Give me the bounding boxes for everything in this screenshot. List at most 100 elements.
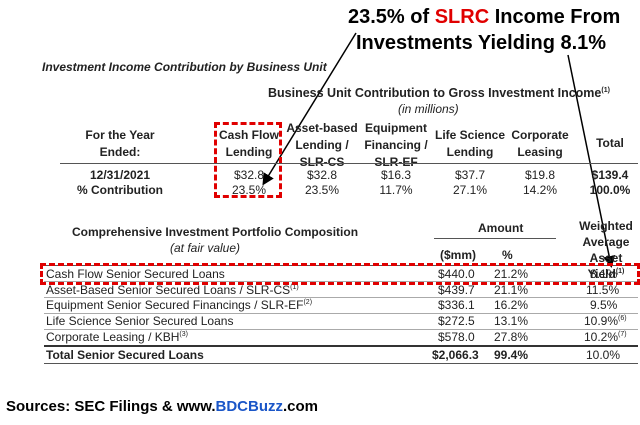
portfolio-row-label-text: Asset-Based Senior Secured Loans / SLR-C…	[46, 283, 291, 297]
total-amount: $2,066.3	[432, 348, 479, 362]
col-header-equipment-l1: Equipment	[365, 121, 427, 135]
col-header-asset-based-l3: SLR-CS	[299, 155, 345, 169]
col-header-equipment: Equipment Financing / SLR-EF	[358, 120, 434, 171]
portfolio-row-label-text: Equipment Senior Secured Financings / SL…	[46, 298, 304, 312]
col-header-corporate-l1: Corporate	[511, 128, 569, 142]
row2-corporate: 14.2%	[522, 183, 558, 197]
col-header-cash-flow: Cash Flow Lending	[214, 127, 284, 161]
col-header-equipment-l2: Financing /	[364, 138, 428, 152]
portfolio-row-pct: 27.8%	[494, 330, 529, 344]
row1-equipment: $16.3	[380, 168, 412, 182]
portfolio-row-yield-text: 10.2%	[584, 330, 619, 344]
row1-label: 12/31/2021	[89, 168, 151, 182]
col-header-total-l1: Total	[596, 136, 624, 150]
section1-title: Investment Income Contribution by Busine…	[42, 60, 327, 74]
row-rule	[44, 313, 638, 314]
col-header-life-science-l2: Lending	[446, 145, 494, 159]
portfolio-row-amount: $336.1	[438, 298, 475, 312]
col-header-life-science-l1: Life Science	[434, 128, 506, 142]
col-header-year: For the Year Ended:	[60, 127, 180, 161]
col-header-mm: ($mm)	[440, 248, 477, 262]
table1-title-sup: (1)	[601, 86, 610, 94]
portfolio-row-sup: (2)	[303, 299, 313, 306]
portfolio-row-yield-text: 8.1%	[590, 267, 618, 281]
col-header-corporate-l2: Leasing	[517, 145, 563, 159]
row2-equipment: 11.7%	[379, 183, 413, 197]
portfolio-row-pct: 21.2%	[494, 267, 529, 281]
col-header-life-science: Life Science Lending	[430, 127, 510, 161]
portfolio-row-pct: 13.1%	[494, 314, 529, 328]
row-rule	[44, 297, 638, 298]
highlight-cash-flow-column	[214, 122, 282, 198]
col-header-cash-flow-l2: Lending	[225, 145, 273, 159]
arrow-to-yield	[567, 54, 616, 268]
portfolio-row-yield: 11.5%	[586, 283, 619, 297]
row2-total: 100.0%	[589, 183, 631, 197]
portfolio-row-amount: $578.0	[438, 330, 475, 344]
portfolio-row-yield-text: 10.9%	[584, 314, 619, 328]
col-header-asset-based: Asset-based Lending / SLR-CS	[284, 120, 360, 171]
row2-cash-flow: 23.5%	[231, 183, 267, 197]
table2-bottom-rule	[44, 363, 638, 364]
total-label: Total Senior Secured Loans	[46, 348, 204, 362]
source-suffix: .com	[282, 398, 318, 415]
headline-line2: Investments Yielding 8.1%	[356, 32, 607, 54]
portfolio-row-yield: 8.1%	[590, 267, 617, 281]
row2-asset-based: 23.5%	[304, 183, 340, 197]
portfolio-row-yield-sup: (6)	[618, 315, 627, 322]
portfolio-row-label-text: Corporate Leasing / KBH	[46, 330, 180, 344]
portfolio-row-label: Equipment Senior Secured Financings / SL…	[46, 298, 312, 312]
portfolio-row-sup: (1)	[290, 284, 299, 291]
row1-corporate: $19.8	[524, 168, 556, 182]
row2-life-science: 27.1%	[452, 183, 488, 197]
row-rule	[44, 281, 638, 282]
portfolio-row-amount: $439.7	[438, 283, 475, 297]
portfolio-row-label-text: Cash Flow Senior Secured Loans	[46, 267, 225, 281]
portfolio-row-label: Corporate Leasing / KBH(3)	[46, 330, 188, 344]
col-header-asset-based-l1: Asset-based	[286, 121, 358, 135]
headline-prefix: 23.5% of	[348, 6, 435, 28]
amount-header: Amount	[478, 221, 524, 235]
row1-cash-flow: $32.8	[233, 168, 265, 182]
portfolio-row-label: Life Science Senior Secured Loans	[46, 314, 233, 328]
row1-total: $139.4	[591, 168, 629, 182]
col-header-total: Total	[580, 135, 640, 152]
portfolio-row-label: Asset-Based Senior Secured Loans / SLR-C…	[46, 283, 299, 297]
portfolio-row-yield: 10.9%(6)	[584, 314, 627, 328]
portfolio-row-amount: $440.0	[438, 267, 475, 281]
col-header-yield-sup: (1)	[615, 268, 625, 275]
table1-header-rule	[60, 163, 638, 164]
col-header-cash-flow-l1: Cash Flow	[218, 128, 279, 142]
col-header-yield-l3: Asset Yield(1)	[572, 250, 640, 282]
col-header-equipment-l3: SLR-EF	[374, 155, 418, 169]
col-header-yield-l3-text: Asset Yield	[587, 251, 623, 281]
source-line: Sources: SEC Filings & www.BDCBuzz.com	[6, 398, 318, 415]
source-prefix: Sources: SEC Filings & www.	[6, 398, 216, 415]
source-site-name: BDCBuzz	[215, 398, 283, 415]
total-yield: 10.0%	[586, 348, 621, 362]
highlight-cash-flow-row	[40, 263, 640, 285]
total-rule	[44, 345, 638, 347]
portfolio-row-yield: 10.2%(7)	[584, 330, 627, 344]
col-header-asset-based-l2: Lending /	[295, 138, 349, 152]
col-header-yield: Weighted Average Asset Yield(1)	[572, 218, 640, 282]
table1-title: Business Unit Contribution to Gross Inve…	[268, 86, 610, 100]
section2-title: Comprehensive Investment Portfolio Compo…	[72, 225, 359, 239]
headline-suffix: Income From	[489, 6, 621, 28]
portfolio-row-pct: 21.1%	[494, 283, 529, 297]
col-header-pct: %	[502, 248, 513, 262]
col-header-yield-l2: Average	[582, 235, 630, 249]
col-header-corporate: Corporate Leasing	[500, 127, 580, 161]
section2-subtitle: (at fair value)	[170, 241, 241, 255]
portfolio-row-yield-text: 11.5%	[586, 283, 620, 297]
table1-subtitle: (in millions)	[398, 102, 459, 116]
row-rule	[44, 329, 638, 330]
headline-ticker: SLRC	[434, 6, 490, 28]
portfolio-row-pct: 16.2%	[494, 298, 529, 312]
row1-asset-based: $32.8	[306, 168, 338, 182]
portfolio-row-label: Cash Flow Senior Secured Loans	[46, 267, 225, 281]
amount-header-rule	[434, 238, 556, 239]
portfolio-row-sup: (3)	[179, 331, 188, 338]
portfolio-row-label-text: Life Science Senior Secured Loans	[46, 314, 234, 328]
table1-title-text: Business Unit Contribution to Gross Inve…	[268, 86, 602, 100]
